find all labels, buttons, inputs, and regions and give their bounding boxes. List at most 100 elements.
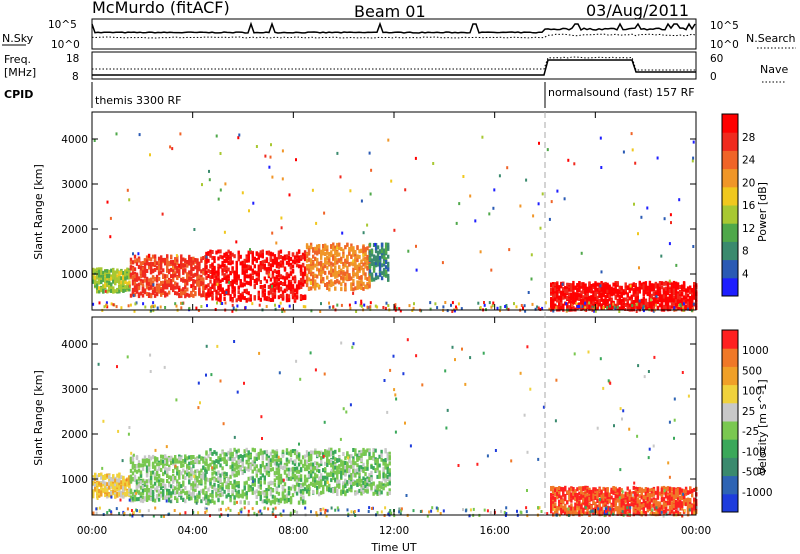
heatmap-cell — [664, 292, 668, 297]
heatmap-cell — [143, 462, 147, 467]
heatmap-cell — [141, 267, 145, 272]
heatmap-cell — [184, 289, 187, 294]
heatmap-cell — [662, 304, 666, 309]
heatmap-cell — [147, 457, 151, 462]
heatmap-cell — [241, 264, 244, 268]
heatmap-cell — [157, 479, 161, 484]
heatmap-cell — [429, 307, 432, 311]
heatmap-cell — [219, 298, 222, 303]
heatmap-cell — [104, 281, 107, 286]
heatmap-cell — [168, 493, 171, 498]
heatmap-cell — [662, 307, 666, 312]
heatmap-cell — [364, 481, 367, 485]
heatmap-cell — [239, 297, 242, 302]
heatmap-cell — [479, 250, 482, 254]
heatmap-cell — [670, 302, 674, 307]
heatmap-cell — [157, 260, 161, 265]
heatmap-cell — [129, 460, 133, 465]
heatmap-cell — [116, 279, 119, 284]
heatmap-cell — [658, 293, 662, 298]
heatmap-cell — [186, 275, 189, 280]
heatmap-cell — [334, 272, 337, 277]
heatmap-cell — [598, 287, 601, 291]
heatmap-cell — [184, 486, 187, 490]
heatmap-cell — [277, 273, 281, 277]
heatmap-cell — [324, 257, 327, 262]
heatmap-cell — [408, 304, 411, 308]
heatmap-cell — [293, 486, 297, 491]
heatmap-cell — [314, 273, 317, 278]
heatmap-cell — [231, 485, 234, 490]
nsearch-tick-bottom: 10^0 — [710, 39, 739, 51]
heatmap-cell — [382, 272, 386, 277]
heatmap-cell — [157, 474, 161, 479]
heatmap-cell — [128, 485, 131, 490]
heatmap-cell — [253, 279, 256, 283]
heatmap-cell — [204, 480, 207, 485]
heatmap-cell — [328, 282, 331, 287]
heatmap-cell — [328, 447, 331, 452]
heatmap-cell — [291, 292, 295, 297]
heatmap-cell — [145, 485, 149, 490]
heatmap-cell — [352, 458, 355, 463]
heatmap-cell — [98, 280, 101, 285]
heatmap-cell — [124, 269, 127, 274]
heatmap-cell — [151, 497, 155, 502]
heatmap-cell — [309, 259, 313, 264]
heatmap-cell — [676, 285, 680, 290]
heatmap-cell — [562, 292, 565, 297]
heatmap-cell — [114, 273, 117, 278]
heatmap-cell — [153, 293, 157, 298]
heatmap-cell — [348, 251, 351, 256]
heatmap-cell — [133, 267, 137, 272]
heatmap-cell — [271, 288, 275, 293]
heatmap-cell — [257, 296, 260, 301]
heatmap-cell — [273, 499, 277, 504]
heatmap-cell — [147, 488, 151, 492]
heatmap-cell — [233, 501, 236, 506]
heatmap-cell — [318, 479, 321, 484]
heatmap-cell — [356, 274, 359, 279]
heatmap-cell — [319, 310, 322, 313]
heatmap-cell — [362, 281, 365, 286]
heatmap-cell — [309, 465, 313, 470]
heatmap-cell — [299, 489, 303, 494]
heatmap-cell — [217, 280, 220, 285]
heatmap-cell — [505, 304, 508, 307]
heatmap-cell — [299, 460, 303, 464]
heatmap-cell — [114, 482, 117, 487]
heatmap-cell — [225, 288, 228, 293]
heatmap-cell — [309, 481, 313, 486]
heatmap-cell — [245, 280, 248, 285]
heatmap-cell — [344, 263, 347, 268]
heatmap-cell — [106, 494, 109, 499]
heatmap-cell — [237, 481, 240, 485]
heatmap-cell — [622, 291, 625, 296]
heatmap-cell — [303, 454, 307, 459]
heatmap-cell — [352, 482, 355, 486]
heatmap-cell — [141, 463, 145, 468]
heatmap-cell — [137, 460, 141, 465]
heatmap-cell — [380, 271, 384, 276]
heatmap-cell — [572, 297, 575, 302]
heatmap-cell — [139, 480, 143, 485]
heatmap-cell — [317, 283, 320, 287]
heatmap-cell — [358, 465, 361, 470]
heatmap-cell — [299, 285, 303, 289]
heatmap-cell — [239, 500, 242, 505]
heatmap-cell — [584, 288, 587, 293]
heatmap-cell — [610, 286, 613, 291]
heatmap-cell — [251, 476, 254, 481]
heatmap-cell — [118, 473, 121, 478]
heatmap-cell — [255, 464, 258, 469]
heatmap-cell — [326, 463, 329, 467]
heatmap-cell — [275, 278, 279, 283]
heatmap-cell — [106, 488, 109, 493]
heatmap-cell — [166, 292, 169, 297]
heatmap-cell — [247, 464, 250, 469]
heatmap-cell — [271, 494, 275, 499]
heatmap-cell — [98, 481, 101, 486]
heatmap-cell — [578, 293, 581, 298]
heatmap-cell — [293, 260, 297, 265]
heatmap-cell — [153, 254, 157, 259]
